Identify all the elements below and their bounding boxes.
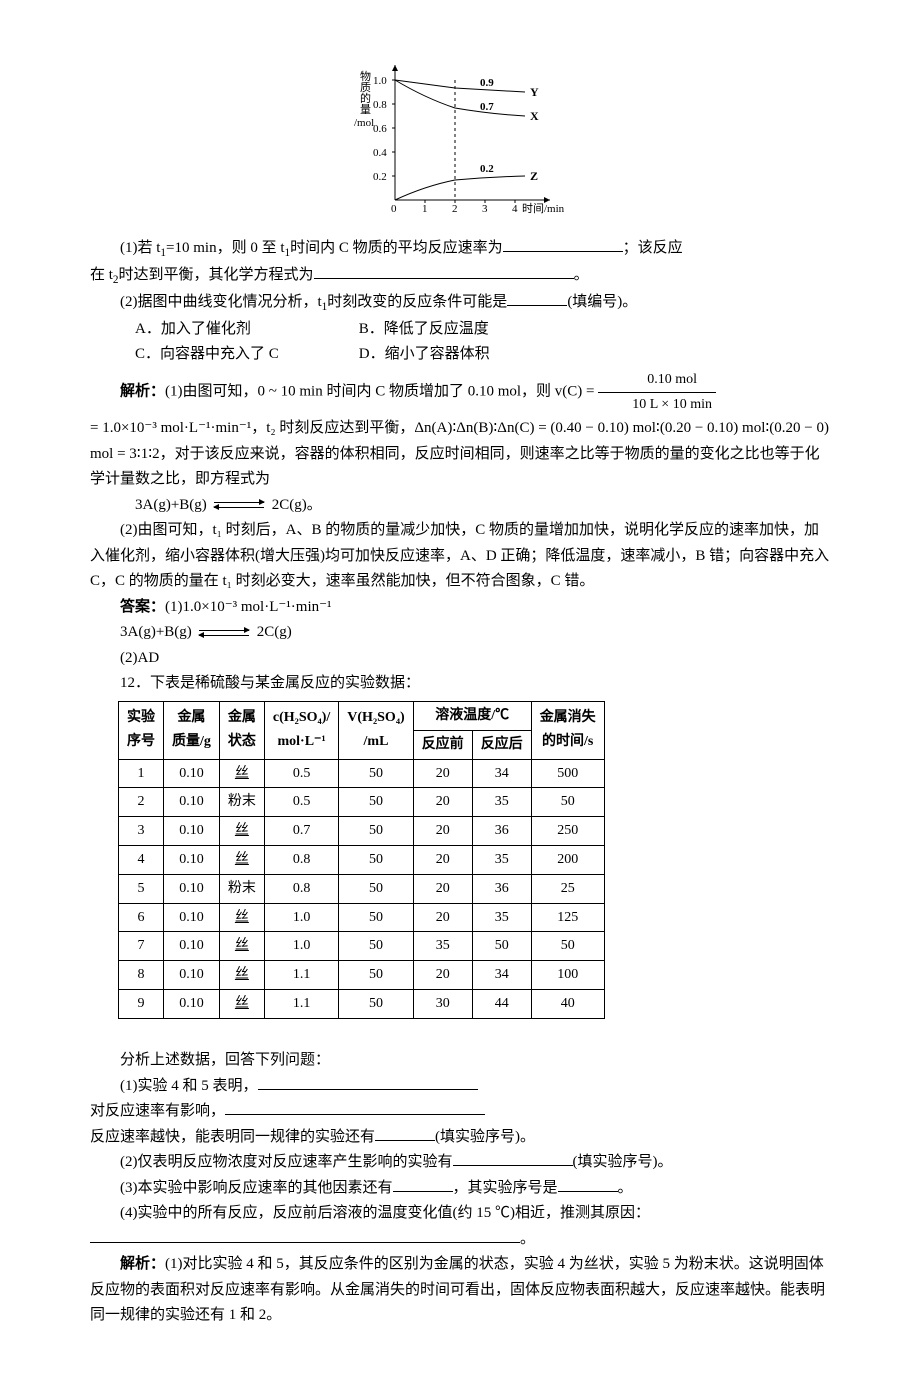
svg-text:4: 4: [512, 203, 518, 215]
rate-fraction: 0.10 mol 10 L × 10 min: [598, 368, 716, 417]
svg-text:2: 2: [452, 203, 458, 215]
blank-condition: [507, 290, 567, 306]
chemistry-graph: 物 质 的 量 /mol 1.0 0.8 0.6 0.4 0.2 0 1 2 3…: [90, 60, 830, 230]
q11-answer-1: 答案：(1)1.0×10⁻³ mol·L⁻¹·min⁻¹: [90, 595, 830, 621]
col-vol: V(H₂SO₄)/mL: [339, 701, 413, 759]
option-a: A．加入了催化剂: [135, 317, 355, 343]
table-row: 20.10粉末0.550203550: [119, 788, 605, 817]
q12-p2: (2)仅表明反应物浓度对反应速率产生影响的实验有(填实验序号)。: [90, 1150, 830, 1176]
q11-answer-eqn: 3A(g)+B(g) 2C(g): [90, 620, 830, 646]
curve-z-label: Z: [530, 169, 538, 183]
table-row: 40.10丝0.8502035200: [119, 845, 605, 874]
q11-analysis-2: = 1.0×10⁻³ mol·L⁻¹·min⁻¹，t₂ 时刻反应达到平衡，Δn(…: [90, 416, 830, 493]
svg-text:0.4: 0.4: [373, 147, 387, 159]
q12-intro: 12．下表是稀硫酸与某金属反应的实验数据：: [90, 671, 830, 697]
col-state: 金属状态: [219, 701, 264, 759]
answer-label: 答案：: [120, 599, 165, 615]
q12-p1b: 对反应速率有影响，: [90, 1099, 830, 1125]
svg-text:3: 3: [482, 203, 488, 215]
curve-y-label: Y: [530, 85, 539, 99]
q12-analysis: 解析：(1)对比实验 4 和 5，其反应条件的区别为金属的状态，实验 4 为丝状…: [90, 1252, 830, 1329]
analysis-label: 解析：: [120, 384, 165, 400]
svg-text:0.6: 0.6: [373, 123, 387, 135]
y-axis-label: 物 质 的 量 /mol: [354, 69, 374, 129]
experiment-table: 实验序号 金属质量/g 金属状态 c(H₂SO₄)/mol·L⁻¹ V(H₂SO…: [118, 701, 605, 1019]
blank-equation: [314, 263, 574, 279]
option-b: B．降低了反应温度: [359, 317, 579, 343]
q11-answer-2: (2)AD: [90, 646, 830, 672]
q11-part1-line2: 在 t2时达到平衡，其化学方程式为。: [90, 263, 830, 290]
svg-text:0.8: 0.8: [373, 99, 387, 111]
curve-y: [395, 80, 525, 92]
blank-rate: [503, 236, 623, 252]
q12-p4-blank: 。: [90, 1227, 830, 1253]
equilibrium-arrow-icon: [199, 626, 249, 641]
blank-q12-3a: [393, 1176, 453, 1192]
x-ticks: 0 1 2 3 4: [391, 200, 518, 215]
q11-part1-line1: (1)若 t1=10 min，则 0 至 t1时间内 C 物质的平均反应速率为；…: [90, 236, 830, 263]
col-conc: c(H₂SO₄)/mol·L⁻¹: [264, 701, 338, 759]
analysis-label: 解析：: [120, 1256, 165, 1272]
col-temp-post: 反应后: [472, 730, 531, 759]
option-c: C．向容器中充入了 C: [135, 342, 355, 368]
q11-options-row1: A．加入了催化剂 B．降低了反应温度: [90, 317, 830, 343]
blank-q12-4: [90, 1227, 520, 1243]
svg-text:0.2: 0.2: [373, 171, 387, 183]
curve-z-value: 0.2: [480, 163, 494, 175]
svg-text:0: 0: [391, 203, 397, 215]
q11-analysis-3: (2)由图可知，t₁ 时刻后，A、B 的物质的量减少加快，C 物质的量增加加快，…: [90, 518, 830, 595]
x-axis-label: 时间/min: [522, 202, 565, 215]
q11-equation-1: 3A(g)+B(g) 2C(g)。: [90, 493, 830, 519]
curve-x: [395, 80, 525, 116]
curve-z: [395, 176, 525, 200]
q12-p1a: (1)实验 4 和 5 表明，: [90, 1074, 830, 1100]
q11-part2: (2)据图中曲线变化情况分析，t1时刻改变的反应条件可能是(填编号)。: [90, 290, 830, 317]
curve-y-value: 0.9: [480, 77, 494, 89]
blank-q12-1c: [375, 1125, 435, 1141]
q11-options-row2: C．向容器中充入了 C D．缩小了容器体积: [90, 342, 830, 368]
table-row: 50.10粉末0.850203625: [119, 874, 605, 903]
equilibrium-arrow-icon: [214, 498, 264, 513]
table-row: 70.10丝1.050355050: [119, 932, 605, 961]
q12-p4: (4)实验中的所有反应，反应前后溶液的温度变化值(约 15 ℃)相近，推测其原因…: [90, 1201, 830, 1227]
q12-p1c: 反应速率越快，能表明同一规律的实验还有(填实验序号)。: [90, 1125, 830, 1151]
table-row: 60.10丝1.0502035125: [119, 903, 605, 932]
table-row: 10.10丝0.5502034500: [119, 759, 605, 788]
blank-q12-1a: [258, 1074, 478, 1090]
table-row: 30.10丝0.7502036250: [119, 817, 605, 846]
q11-analysis-1: 解析：(1)由图可知，0 ~ 10 min 时间内 C 物质增加了 0.10 m…: [90, 368, 830, 417]
table-row: 90.10丝1.150304440: [119, 989, 605, 1018]
option-d: D．缩小了容器体积: [359, 342, 579, 368]
curve-x-label: X: [530, 109, 539, 123]
y-axis-arrow: [392, 65, 398, 71]
col-temp-pre: 反应前: [413, 730, 472, 759]
col-seq: 实验序号: [119, 701, 164, 759]
table-row: 80.10丝1.1502034100: [119, 961, 605, 990]
col-mass: 金属质量/g: [164, 701, 220, 759]
svg-text:1.0: 1.0: [373, 75, 387, 87]
blank-q12-3b: [558, 1176, 618, 1192]
col-time: 金属消失的时间/s: [531, 701, 604, 759]
q12-prompt: 分析上述数据，回答下列问题：: [90, 1048, 830, 1074]
curve-x-value: 0.7: [480, 101, 494, 113]
svg-text:1: 1: [422, 203, 428, 215]
table-header-row1: 实验序号 金属质量/g 金属状态 c(H₂SO₄)/mol·L⁻¹ V(H₂SO…: [119, 701, 605, 730]
graph-svg: 物 质 的 量 /mol 1.0 0.8 0.6 0.4 0.2 0 1 2 3…: [340, 60, 580, 220]
blank-q12-2: [453, 1150, 573, 1166]
blank-q12-1b: [225, 1099, 485, 1115]
q12-p3: (3)本实验中影响反应速率的其他因素还有，其实验序号是。: [90, 1176, 830, 1202]
y-ticks: 1.0 0.8 0.6 0.4 0.2: [373, 75, 395, 183]
col-temp: 溶液温度/℃: [413, 701, 531, 730]
